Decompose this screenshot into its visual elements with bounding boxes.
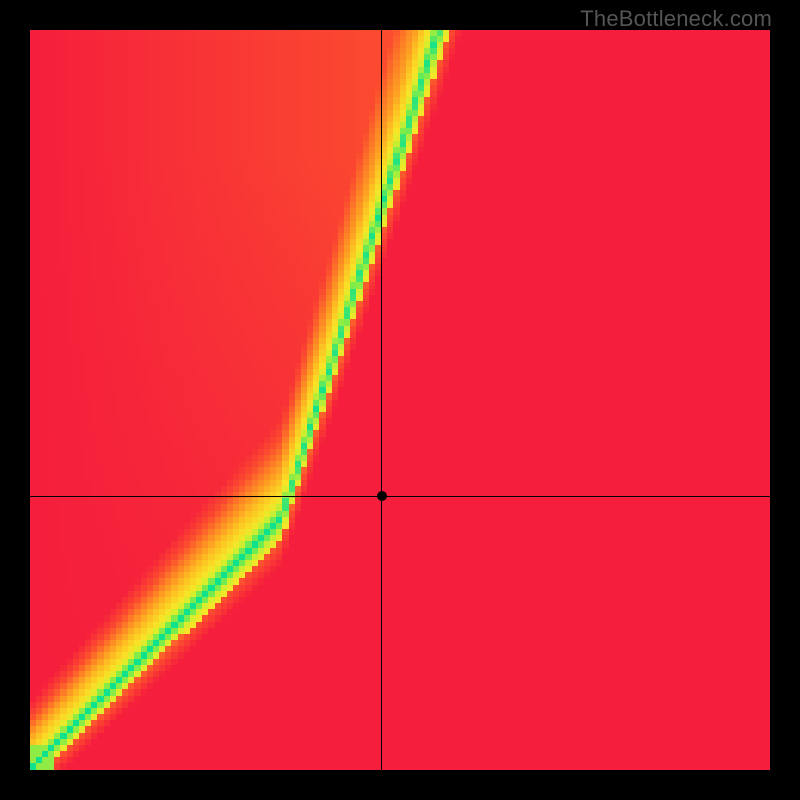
plot-area <box>30 30 770 770</box>
watermark-text: TheBottleneck.com <box>580 6 772 32</box>
chart-frame: TheBottleneck.com <box>0 0 800 800</box>
heatmap-canvas <box>30 30 770 770</box>
